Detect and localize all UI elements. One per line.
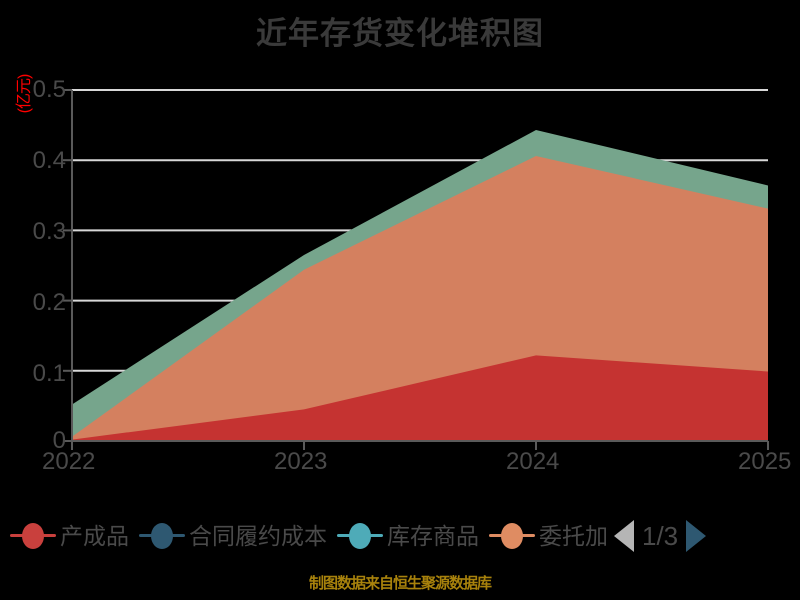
legend-marker-icon [139,523,185,549]
y-tick-0.2: 0.2 [32,289,66,316]
y-tick-0.1: 0.1 [32,360,66,387]
legend-item-kucunshangpin[interactable]: 库存商品 [337,523,479,549]
legend-label: 委托加 [539,522,608,549]
y-tick-0.5: 0.5 [32,76,66,103]
footer-attribution: 制图数据来自恒生聚源数据库 [308,575,492,592]
legend-marker-icon [10,523,56,549]
page-indicator: 1/3 [642,521,679,551]
area-series-group [72,130,768,441]
page-title: 近年存货变化堆积图 [256,16,544,51]
legend-label: 产成品 [60,522,129,549]
y-tick-0.4: 0.4 [32,147,66,174]
legend-item-chengpin[interactable]: 产成品 [10,523,129,549]
legend-marker-icon [337,523,383,549]
legend-label: 合同履约成本 [189,522,327,549]
y-tick-0.3: 0.3 [32,218,66,245]
prev-page-arrow-icon[interactable] [614,520,634,552]
x-tick-2022: 2022 [42,448,96,475]
legend-pagination: 1/3 [614,520,707,552]
x-tick-2024: 2024 [506,448,560,475]
x-tick-2023: 2023 [274,448,328,475]
chart-legend: 产成品 合同履约成本 库存商品 委托加 1/3 [0,512,800,560]
y-tick-labels: 0.5 0.4 0.3 0.2 0.1 0 [0,0,66,600]
tick-marks [63,89,769,450]
axis-lines [71,90,768,442]
legend-marker-icon [489,523,535,549]
legend-item-hetonglvyue[interactable]: 合同履约成本 [139,523,327,549]
next-page-arrow-icon[interactable] [686,520,707,552]
x-tick-2025: 2025 [738,448,792,475]
y-tick-0: 0 [52,427,66,454]
legend-label: 库存商品 [387,522,479,549]
legend-item-weituojia[interactable]: 委托加 [489,523,608,549]
